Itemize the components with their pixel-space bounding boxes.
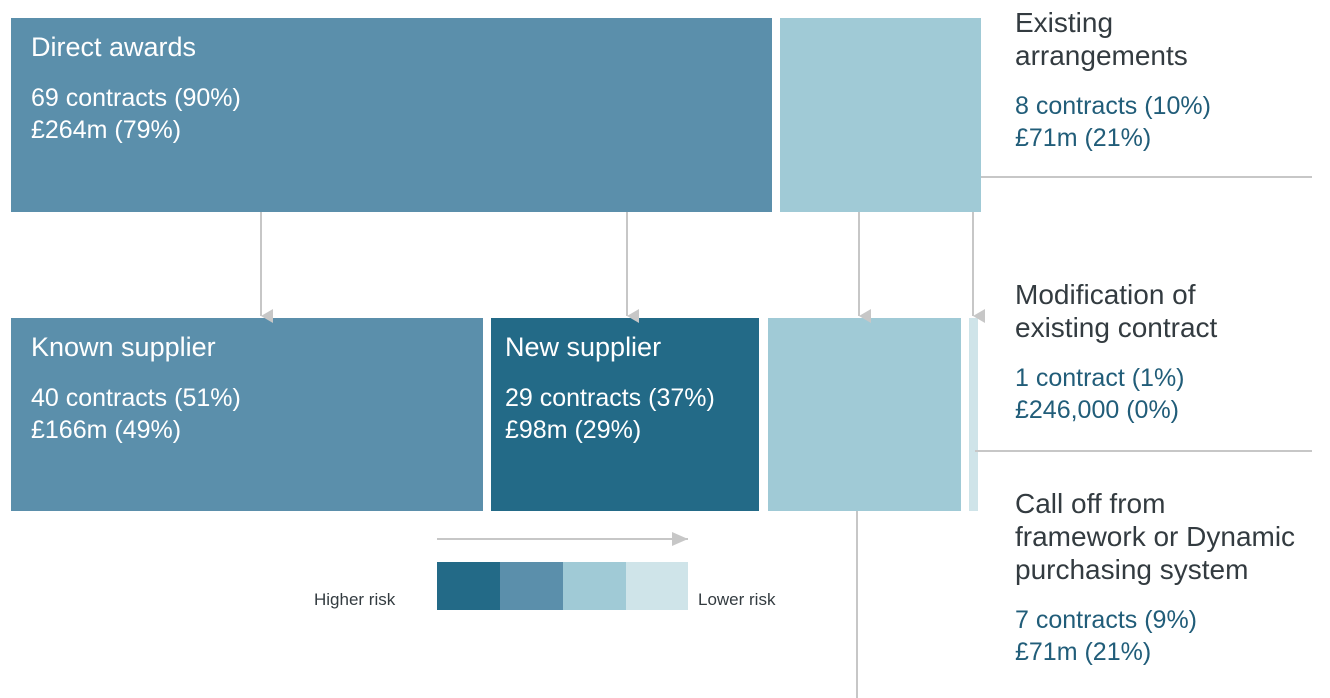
call-off-label: Call off from framework or Dynamic purch… (1015, 487, 1295, 668)
existing-arrangements-box (780, 18, 981, 212)
new-supplier-contracts: 29 contracts (37%) (505, 384, 715, 412)
call-off-box (768, 318, 961, 511)
legend-higher-risk-label: Higher risk (314, 590, 396, 609)
new-supplier-box: New supplier 29 contracts (37%) £98m (29… (491, 318, 759, 511)
existing-arrangements-value: £71m (21%) (1015, 124, 1152, 152)
new-supplier-title: New supplier (505, 332, 662, 362)
legend-swatch-3 (563, 562, 626, 610)
direct-awards-title: Direct awards (31, 32, 197, 62)
divider-modification (975, 450, 1312, 452)
call-off-title-2: framework or Dynamic (1015, 521, 1296, 552)
direct-awards-value: £264m (79%) (31, 116, 182, 144)
existing-arrangements-title-2: arrangements (1015, 40, 1188, 71)
call-off-title-3: purchasing system (1015, 554, 1249, 585)
known-supplier-box: Known supplier 40 contracts (51%) £166m … (11, 318, 483, 511)
call-off-contracts: 7 contracts (9%) (1015, 606, 1198, 634)
existing-arrangements-label: Existing arrangements 8 contracts (10%) … (1015, 6, 1211, 154)
modification-box (969, 318, 978, 511)
divider-existing (981, 176, 1312, 178)
direct-awards-box: Direct awards 69 contracts (90%) £264m (… (11, 18, 772, 212)
new-supplier-value: £98m (29%) (505, 416, 642, 444)
known-supplier-contracts: 40 contracts (51%) (31, 384, 241, 412)
legend-lower-risk-label: Lower risk (698, 590, 776, 609)
legend-swatch-4 (626, 562, 688, 610)
modification-value: £246,000 (0%) (1015, 396, 1180, 424)
existing-arrangements-title-1: Existing (1015, 7, 1114, 38)
legend-swatch-2 (500, 562, 563, 610)
known-supplier-value: £166m (49%) (31, 416, 182, 444)
direct-awards-contracts: 69 contracts (90%) (31, 84, 241, 112)
modification-title-1: Modification of (1015, 279, 1196, 310)
modification-label: Modification of existing contract 1 cont… (1015, 278, 1217, 426)
call-off-title-1: Call off from (1015, 488, 1166, 519)
modification-title-2: existing contract (1015, 312, 1218, 343)
modification-contracts: 1 contract (1%) (1015, 364, 1185, 392)
known-supplier-title: Known supplier (31, 332, 216, 362)
legend-swatch-1 (437, 562, 500, 610)
existing-arrangements-contracts: 8 contracts (10%) (1015, 92, 1211, 120)
call-off-value: £71m (21%) (1015, 638, 1152, 666)
